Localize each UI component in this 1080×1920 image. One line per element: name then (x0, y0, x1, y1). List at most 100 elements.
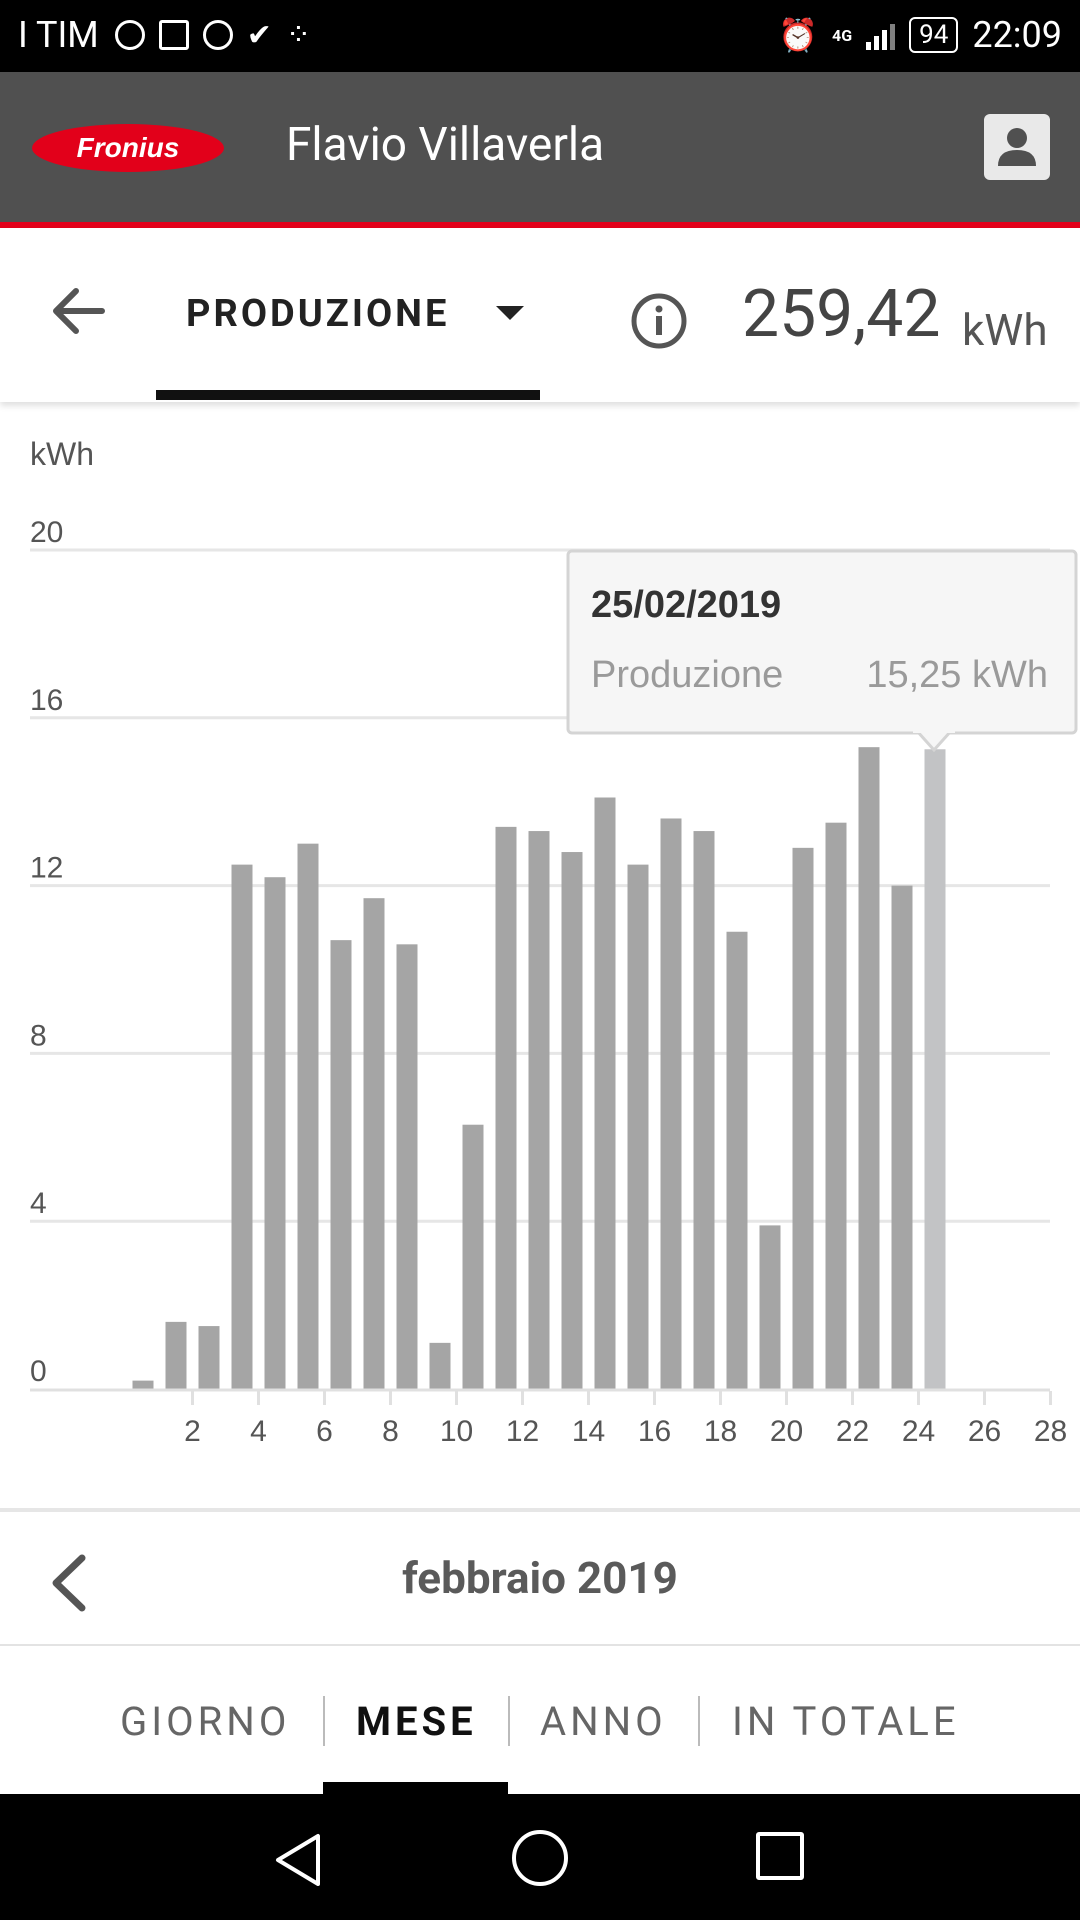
bar-day-3 (198, 1326, 220, 1389)
status-left: I TIM ✔ ⁘ (18, 14, 311, 56)
app-header: Fronius Flavio Villaverla (0, 72, 1080, 222)
bar-day-13 (528, 831, 550, 1389)
alarm-icon: ⏰ (778, 16, 819, 54)
bar-day-21 (792, 847, 814, 1389)
caret-down-icon (496, 306, 524, 320)
period-tabs: GIORNO MESE ANNO IN TOTALE (0, 1646, 1080, 1794)
x-tick-label: 28 (1034, 1415, 1067, 1448)
bar-day-6 (297, 843, 319, 1389)
signal-icon (866, 20, 896, 50)
gmail-icon (158, 20, 189, 50)
total-energy-value: 259,42 (742, 276, 941, 353)
fronius-logo: Fronius (32, 124, 224, 172)
network-type: 4G (832, 25, 853, 45)
bar-day-23 (858, 747, 880, 1389)
tripadvisor-icon (202, 20, 233, 50)
tab-in-totale[interactable]: IN TOTALE (732, 1698, 960, 1745)
x-tick-label: 20 (770, 1415, 803, 1448)
profile-button[interactable] (984, 114, 1050, 180)
y-axis-label: kWh (30, 436, 94, 472)
x-tick-label: 12 (506, 1415, 539, 1448)
nav-home-icon[interactable] (512, 1830, 568, 1886)
tab-separator (698, 1696, 700, 1746)
status-right: ⏰ 4G 94 22:09 (778, 14, 1062, 56)
y-tick-label: 8 (30, 1019, 47, 1052)
bar-day-2 (165, 1321, 187, 1389)
person-icon (998, 128, 1036, 166)
tooltip-series-label: Produzione (591, 654, 783, 696)
checkmark-icon: ✔ (246, 17, 272, 53)
status-bar: I TIM ✔ ⁘ ⏰ 4G 94 22:09 (0, 0, 1080, 72)
carrier-name: I TIM (18, 14, 99, 56)
tab-produzione-label: PRODUZIONE (186, 292, 450, 336)
bar-day-20 (759, 1225, 781, 1389)
bar-day-1 (132, 1380, 154, 1389)
dots-icon: ⁘ (285, 17, 311, 53)
bar-day-12 (495, 826, 517, 1389)
bar-day-9 (396, 944, 418, 1389)
bar-day-22 (825, 822, 847, 1389)
tab-mese-active-indicator (323, 1782, 508, 1794)
x-tick-label: 10 (440, 1415, 473, 1448)
tab-produzione[interactable]: PRODUZIONE (156, 268, 540, 358)
tab-separator (508, 1696, 510, 1746)
bar-day-5 (264, 877, 286, 1389)
bar-day-8 (363, 898, 385, 1389)
bar-day-4 (231, 864, 253, 1389)
y-tick-label: 16 (30, 684, 63, 717)
y-tick-label: 12 (30, 852, 63, 885)
x-tick-label: 26 (968, 1415, 1001, 1448)
nav-recents-icon[interactable] (756, 1832, 804, 1880)
y-tick-label: 20 (30, 516, 63, 549)
y-tick-label: 4 (30, 1187, 47, 1220)
bar-day-11 (462, 1124, 484, 1389)
tab-giorno[interactable]: GIORNO (120, 1698, 291, 1745)
bar-tooltip: 25/02/2019 Produzione 15,25 kWh (566, 549, 1078, 753)
tab-anno[interactable]: ANNO (540, 1698, 667, 1745)
x-tick-label: 22 (836, 1415, 869, 1448)
notification-icons: ✔ ⁘ (114, 17, 311, 53)
x-tick-label: 4 (250, 1415, 267, 1448)
bar-day-17 (660, 818, 682, 1389)
back-arrow-icon[interactable] (44, 276, 114, 346)
x-tick-label: 8 (382, 1415, 399, 1448)
x-tick-label: 16 (638, 1415, 671, 1448)
x-tick-label: 14 (572, 1415, 605, 1448)
y-axis-ticks: 0 4 8 12 16 20 (30, 516, 63, 1388)
bar-day-18 (693, 831, 715, 1389)
tab-mese[interactable]: MESE (356, 1698, 477, 1745)
clock: 22:09 (972, 14, 1062, 56)
y-tick-label: 0 (30, 1355, 47, 1388)
battery-indicator: 94 (909, 17, 959, 53)
previous-month-chevron-icon[interactable] (40, 1548, 100, 1618)
tooltip-date: 25/02/2019 (591, 584, 781, 626)
bar-day-10 (429, 1342, 451, 1389)
bar-day-7 (330, 940, 352, 1389)
bar-day-24 (891, 885, 913, 1389)
section-divider (0, 1644, 1080, 1646)
x-tick-label: 18 (704, 1415, 737, 1448)
brand-name: Fronius (77, 132, 180, 163)
bar-day-16 (627, 864, 649, 1389)
bar-day-25 (924, 749, 946, 1389)
user-name: Flavio Villaverla (286, 118, 605, 172)
bar-day-15 (594, 797, 616, 1389)
chart-divider (0, 1508, 1080, 1512)
chart-bars (132, 747, 946, 1389)
nav-back-icon[interactable] (270, 1830, 330, 1890)
tooltip-value: 15,25 kWh (866, 654, 1048, 696)
x-tick-label: 24 (902, 1415, 935, 1448)
bar-day-19 (726, 931, 748, 1389)
chrome-icon (114, 20, 145, 50)
toolbar: PRODUZIONE 259,42 kWh (0, 228, 1080, 402)
x-tick-label: 6 (316, 1415, 333, 1448)
brand-accent-line (0, 222, 1080, 228)
tab-active-indicator (156, 390, 540, 400)
bar-day-14 (561, 852, 583, 1389)
x-axis-ticks: 2 4 6 8 10 12 14 16 18 20 22 24 26 28 (184, 1391, 1067, 1448)
tab-separator (323, 1696, 325, 1746)
system-nav-bar (0, 1794, 1080, 1920)
info-icon[interactable] (630, 292, 688, 350)
month-label: febbraio 2019 (402, 1552, 678, 1604)
